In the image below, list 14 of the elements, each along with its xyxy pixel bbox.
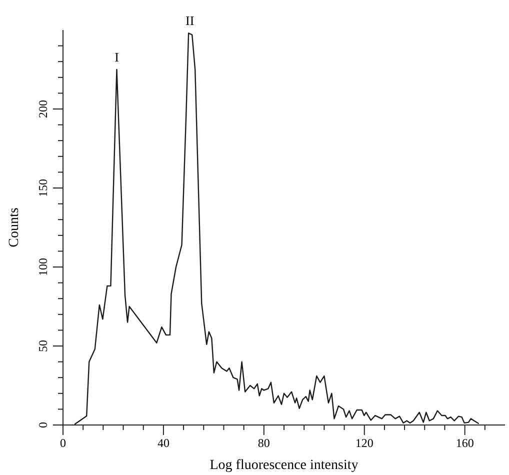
annotation: II xyxy=(185,13,194,28)
x-tick-label: 120 xyxy=(355,436,374,450)
y-tick-label: 0 xyxy=(36,422,50,428)
y-tick-label: 100 xyxy=(36,258,50,276)
annotation: I xyxy=(114,50,119,64)
x-tick-label: 40 xyxy=(157,436,170,450)
x-tick-label: 0 xyxy=(60,436,66,450)
x-tick-label: 80 xyxy=(258,436,270,450)
y-tick-label: 50 xyxy=(36,340,50,352)
y-tick-label: 150 xyxy=(36,179,50,197)
x-axis-title: Log fluorescence intensity xyxy=(210,458,358,473)
x-tick-label: 160 xyxy=(456,436,474,450)
y-axis-title: Counts xyxy=(7,208,22,248)
y-tick-label: 200 xyxy=(36,100,50,118)
